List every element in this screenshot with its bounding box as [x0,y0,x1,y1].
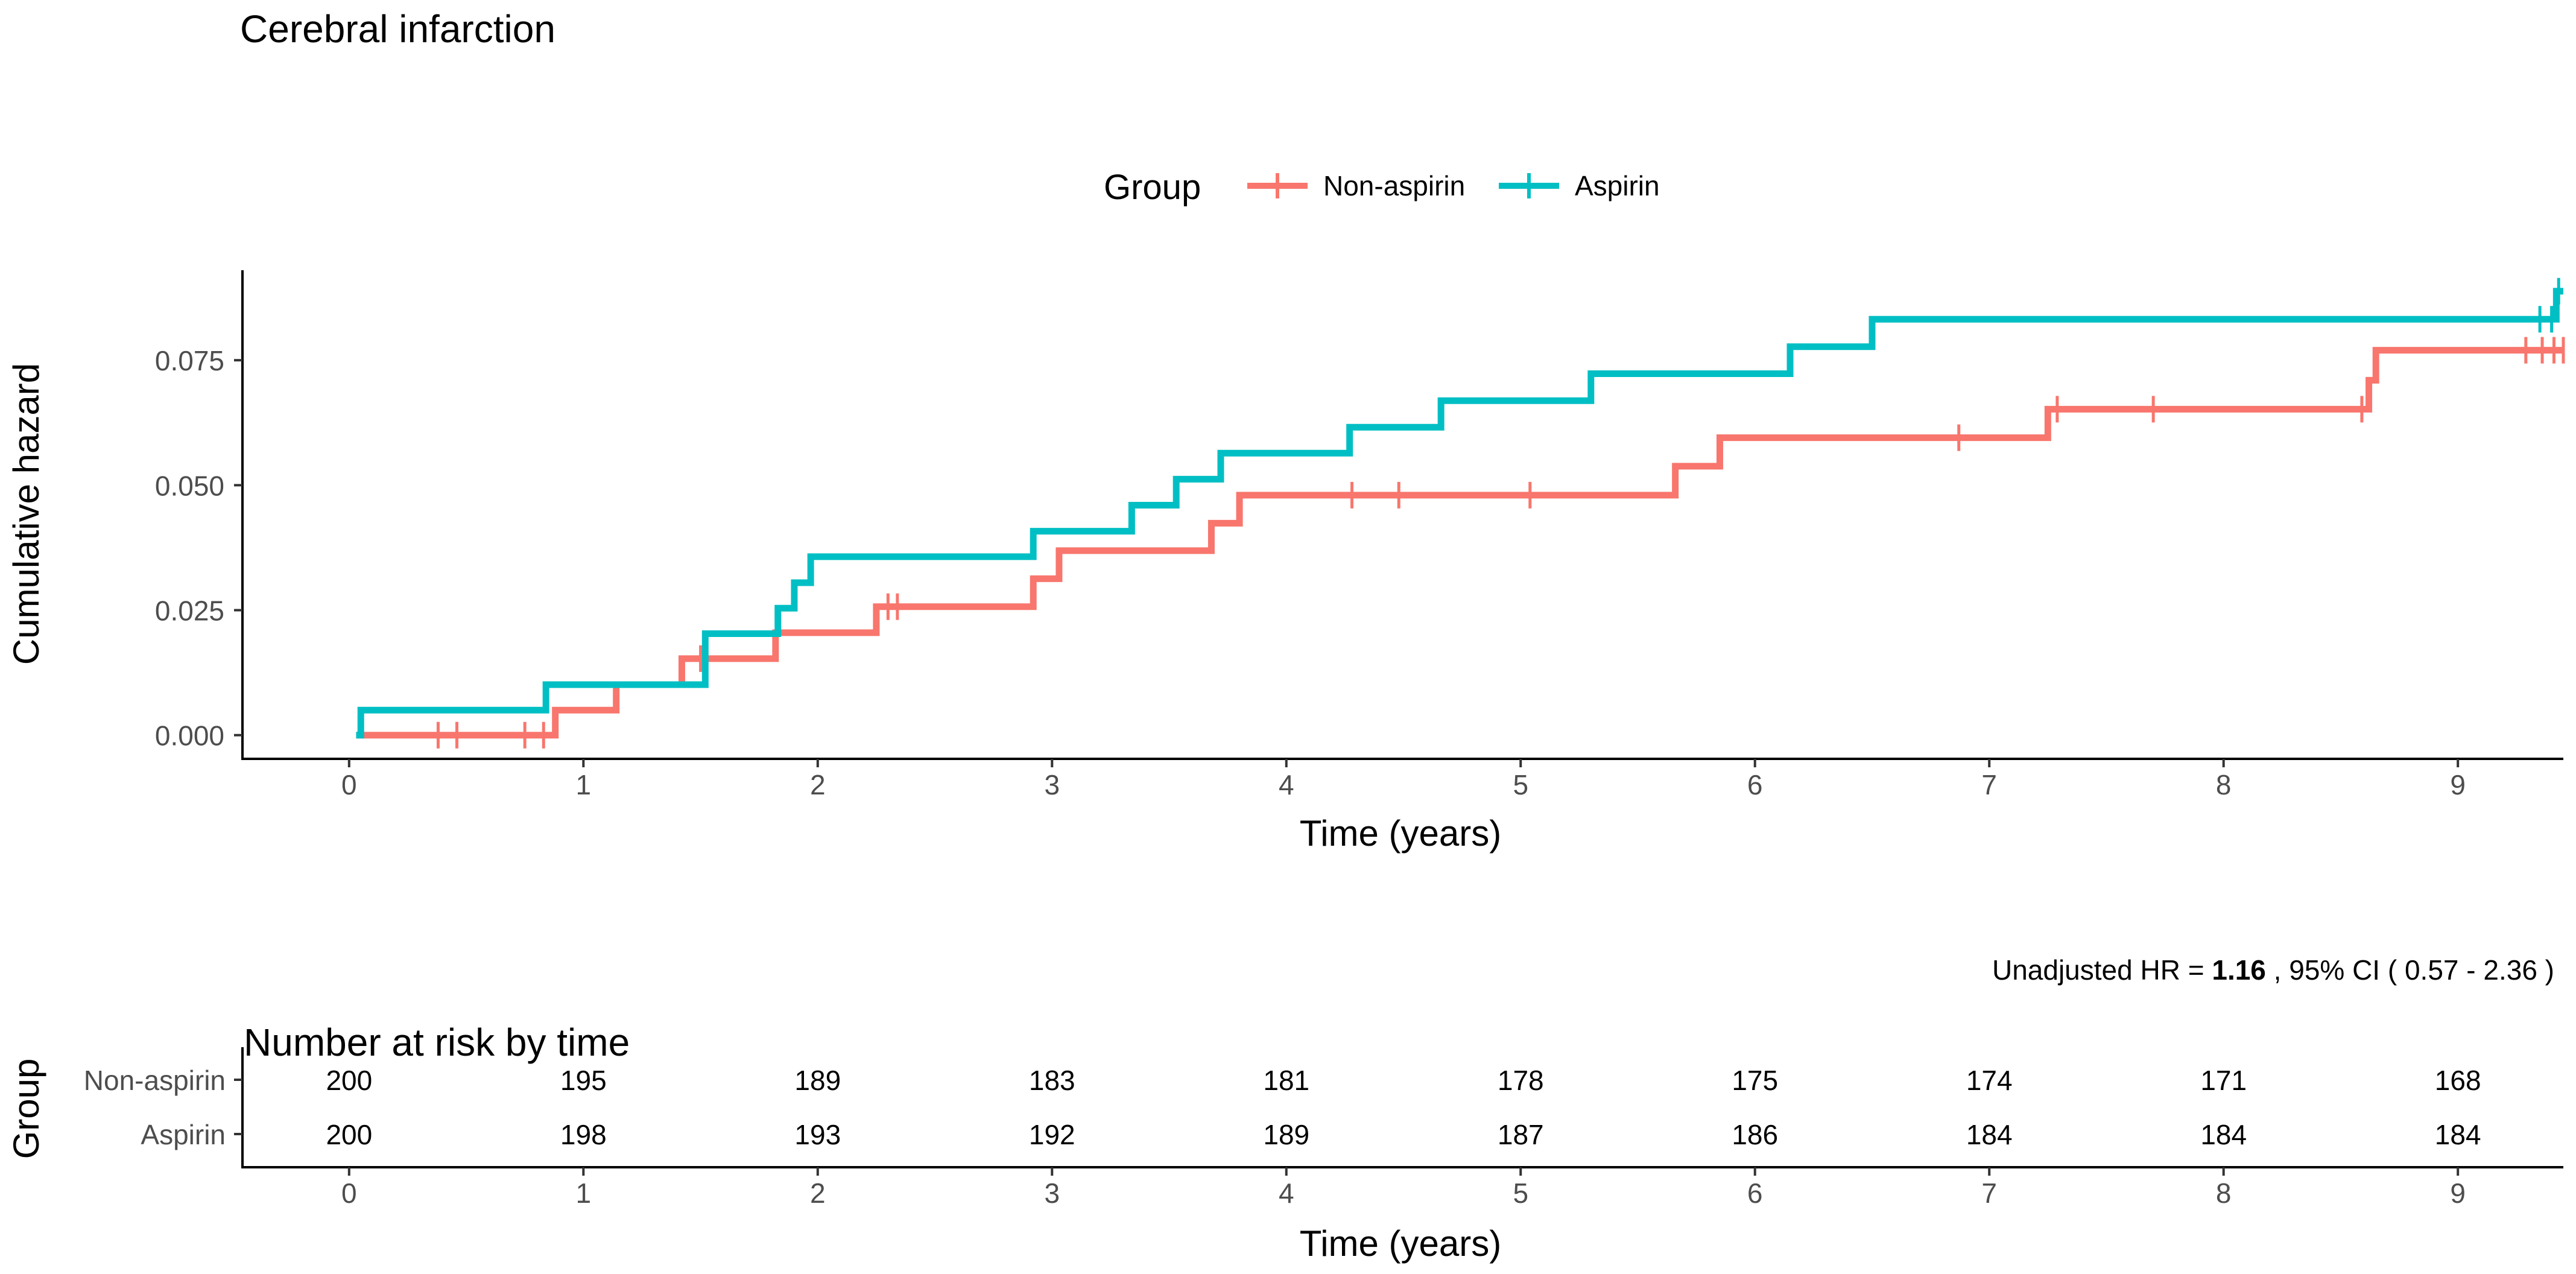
risk-x-tick-label: 8 [2216,1177,2232,1209]
risk-cell: 178 [1498,1065,1544,1096]
legend-title: Group [1104,168,1201,207]
hazard-ratio-annotation: Unadjusted HR = 1.16 , 95% CI ( 0.57 - 2… [1992,954,2554,986]
hr-suffix: , 95% CI ( 0.57 - 2.36 ) [2266,954,2554,986]
x-tick-label: 6 [1747,769,1763,800]
risk-row-label: Aspirin [141,1119,226,1150]
risk-cell: 198 [560,1119,607,1150]
series-aspirin [356,277,2563,739]
risk-cell: 200 [326,1119,372,1150]
risk-cell: 187 [1498,1119,1544,1150]
y-tick-label: 0.075 [155,345,224,376]
y-tick-label: 0.025 [155,595,224,627]
risk-x-tick-label: 7 [1981,1177,1997,1209]
x-tick-label: 2 [810,769,826,800]
y-axis-label: Cumulative hazard [6,363,46,665]
risk-table-x-label: Time (years) [1300,1223,1501,1264]
series-line [356,347,2563,739]
risk-cell: 189 [794,1065,841,1096]
x-tick-label: 4 [1279,769,1294,800]
risk-x-tick-label: 5 [1513,1177,1528,1209]
risk-x-tick-label: 4 [1279,1177,1294,1209]
cumulative-hazard-plot: 0.000 0.025 0.050 0.075 0 1 2 3 4 5 6 7 8 9 [155,270,2565,800]
y-tick-label: 0.050 [155,470,224,501]
risk-cell: 184 [1966,1119,2013,1150]
risk-x-tick-label: 3 [1044,1177,1060,1209]
x-tick-label: 9 [2450,769,2466,800]
hr-value: 1.16 [2212,954,2266,986]
risk-x-tick-label: 1 [576,1177,592,1209]
legend-item: Aspirin [1499,170,1660,201]
risk-cell: 171 [2200,1065,2247,1096]
risk-cell: 183 [1029,1065,1075,1096]
x-tick-label: 8 [2216,769,2232,800]
risk-cell: 193 [794,1119,841,1150]
risk-cell: 200 [326,1065,372,1096]
risk-table-title: Number at risk by time [244,1021,630,1064]
chart-title: Cerebral infarction [240,7,555,51]
series-line [356,288,2563,739]
risk-table: Non-aspirin 200 195 189 183 181 178 175 174 171 16… [84,1047,2563,1209]
legend-label: Non-aspirin [1323,170,1465,201]
risk-cell: 174 [1966,1065,2013,1096]
legend: Group Non-aspirin Aspirin [1104,168,1660,207]
risk-cell: 181 [1263,1065,1309,1096]
risk-row-label: Non-aspirin [84,1065,226,1096]
risk-x-tick-label: 6 [1747,1177,1763,1209]
risk-x-tick-label: 0 [341,1177,357,1209]
risk-table-y-label: Group [6,1059,46,1159]
x-tick-label: 1 [576,769,592,800]
risk-cell: 184 [2435,1119,2481,1150]
x-tick-label: 5 [1513,769,1528,800]
risk-cell: 184 [2200,1119,2247,1150]
risk-cell: 192 [1029,1119,1075,1150]
risk-row: Non-aspirin 200 195 189 183 181 178 175 174 171 16… [84,1065,2481,1096]
risk-cell: 189 [1263,1119,1309,1150]
x-tick-label: 3 [1044,769,1060,800]
x-axis-label: Time (years) [1300,813,1501,854]
risk-cell: 175 [1732,1065,1778,1096]
risk-cell: 186 [1732,1119,1778,1150]
y-tick-label: 0.000 [155,720,224,752]
risk-cell: 195 [560,1065,607,1096]
risk-cell: 168 [2435,1065,2481,1096]
x-tick-label: 0 [341,769,357,800]
legend-item: Non-aspirin [1247,170,1465,201]
legend-label: Aspirin [1575,170,1660,201]
x-tick-label: 7 [1981,769,1997,800]
risk-row: Aspirin 200 198 193 192 189 187 186 184 184 184 [141,1119,2481,1150]
risk-x-tick-label: 9 [2450,1177,2466,1209]
hr-prefix: Unadjusted HR = [1992,954,2212,986]
risk-x-tick-label: 2 [810,1177,826,1209]
